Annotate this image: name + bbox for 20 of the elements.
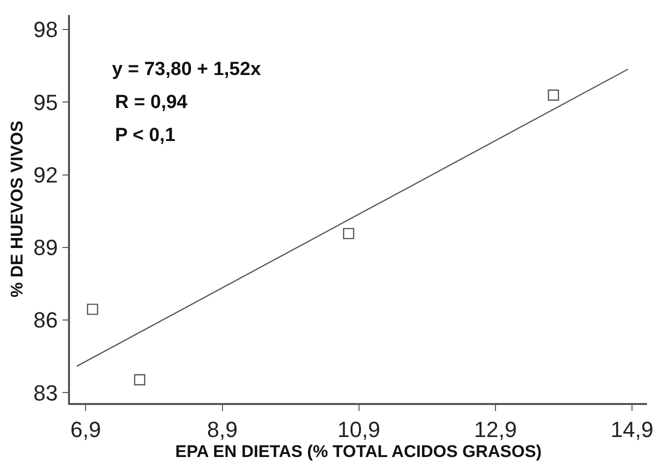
annotation: R = 0,94 — [115, 92, 188, 113]
point — [548, 90, 560, 101]
y-tick-label: 89 — [33, 235, 58, 260]
annotation: y = 73,80 + 1,52x — [112, 59, 262, 80]
point — [134, 374, 146, 386]
point — [343, 228, 354, 240]
x-tick-label: 14,9 — [610, 417, 654, 442]
y-axis-title: % DE HUEVOS VIVOS — [7, 120, 26, 298]
x-tick-label: 6,9 — [70, 417, 102, 442]
point — [86, 304, 98, 315]
y-tick-label: 86 — [33, 308, 58, 333]
y-tick-label: 98 — [33, 17, 58, 42]
x-tick-label: 12,9 — [474, 417, 517, 442]
x-axis-title: EPA EN DIETAS (% TOTAL ACIDOS GRASOS) — [175, 442, 542, 462]
x-tick-label: 10,9 — [337, 417, 380, 442]
y-tick-label: 83 — [33, 380, 58, 406]
x-tick-label: 8,9 — [206, 417, 238, 442]
annotation: P < 0,1 — [115, 125, 176, 146]
y-tick-label: 95 — [33, 90, 58, 115]
y-tick-label: 92 — [33, 162, 58, 188]
